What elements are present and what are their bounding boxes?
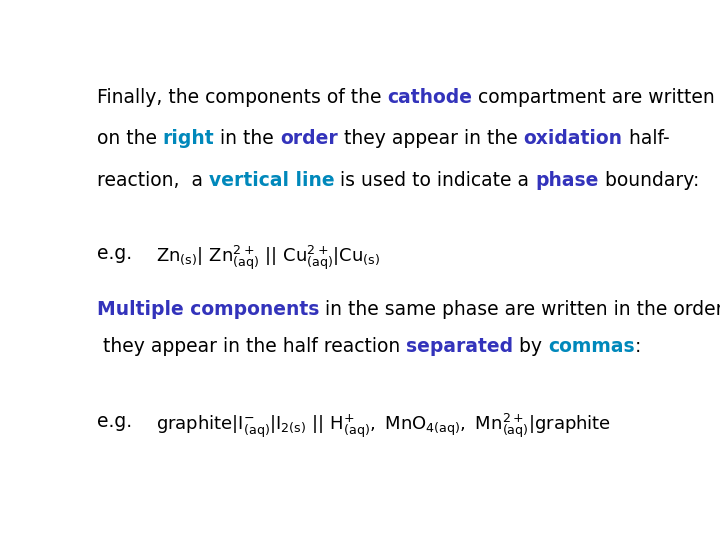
Text: phase: phase xyxy=(536,171,599,190)
Text: Multiple components: Multiple components xyxy=(96,300,319,319)
Text: they appear in the half reaction: they appear in the half reaction xyxy=(96,337,406,356)
Text: cathode: cathode xyxy=(387,87,472,107)
Text: half-: half- xyxy=(623,129,669,149)
Text: :: : xyxy=(635,337,641,356)
Text: $\mathregular{Zn_{(s)}|}\ \mathregular{Zn^{2+}_{(aq)}}\ \mathregular{||\ Cu^{2+}: $\mathregular{Zn_{(s)}|}\ \mathregular{Z… xyxy=(156,244,380,272)
Text: order: order xyxy=(280,129,338,149)
Text: vertical line: vertical line xyxy=(209,171,334,190)
Text: separated: separated xyxy=(406,337,513,356)
Text: by: by xyxy=(513,337,548,356)
Text: on the: on the xyxy=(96,129,163,149)
Text: they appear in the: they appear in the xyxy=(338,129,523,149)
Text: e.g.: e.g. xyxy=(96,244,156,262)
Text: in the: in the xyxy=(215,129,280,149)
Text: Finally, the components of the: Finally, the components of the xyxy=(96,87,387,107)
Text: in the same phase are written in the order: in the same phase are written in the ord… xyxy=(319,300,720,319)
Text: reaction,  a: reaction, a xyxy=(96,171,209,190)
Text: oxidation: oxidation xyxy=(523,129,623,149)
Text: commas: commas xyxy=(548,337,635,356)
Text: is used to indicate a: is used to indicate a xyxy=(334,171,536,190)
Text: compartment are written: compartment are written xyxy=(472,87,715,107)
Text: $\mathregular{graphite|I^{-}_{(aq)}|I_{2(s)}\ ||\ H^{+}_{(aq)},\ MnO_{4(aq)},\ M: $\mathregular{graphite|I^{-}_{(aq)}|I_{2… xyxy=(156,412,611,440)
Text: boundary:: boundary: xyxy=(599,171,699,190)
Text: right: right xyxy=(163,129,215,149)
Text: e.g.: e.g. xyxy=(96,412,156,431)
